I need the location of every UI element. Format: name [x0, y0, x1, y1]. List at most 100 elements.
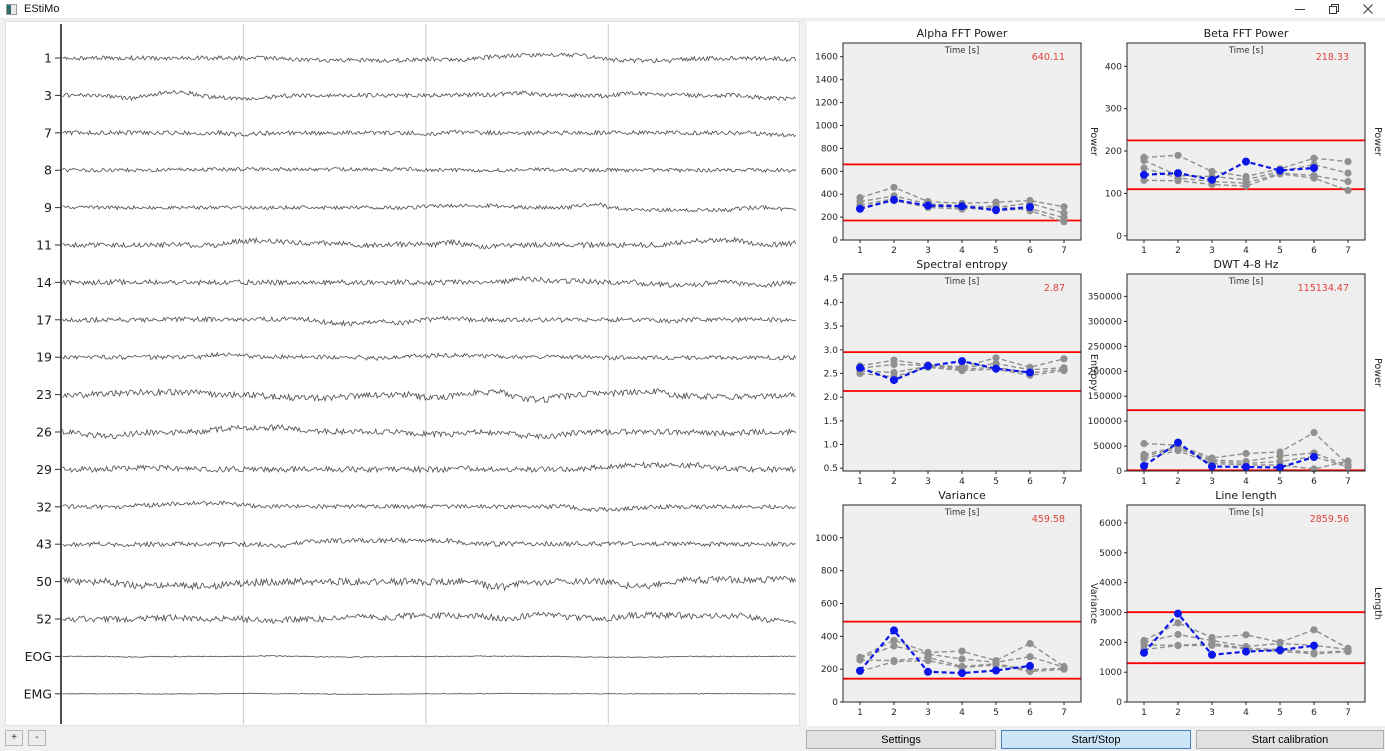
- data-point: [890, 195, 898, 204]
- y-tick-label: 150000: [1088, 392, 1123, 402]
- data-point: [1060, 355, 1068, 363]
- x-tick-label: 5: [993, 246, 999, 256]
- x-tick-label: 6: [1027, 246, 1033, 256]
- x-axis-label: Time [s]: [944, 508, 980, 518]
- x-tick-label: 3: [925, 708, 931, 718]
- data-point: [890, 636, 898, 644]
- minimize-icon[interactable]: [1283, 0, 1317, 18]
- data-point: [890, 360, 898, 368]
- data-point: [1060, 218, 1068, 226]
- start-calibration-button[interactable]: Start calibration: [1196, 730, 1384, 749]
- y-tick-label: 250000: [1088, 342, 1123, 352]
- eeg-panel: 1 3 7 8 9 11 14 17 19 23 26 29 32 43 50 52 EOG EMG: [5, 21, 800, 726]
- data-point: [1310, 429, 1318, 437]
- restore-icon[interactable]: [1317, 0, 1351, 18]
- chart-title: Spectral entropy: [916, 258, 1008, 271]
- x-tick-label: 5: [993, 708, 999, 718]
- y-tick-label: 4000: [1099, 579, 1122, 589]
- threshold-value-label: 640.11: [1032, 52, 1065, 63]
- eeg-scale-controls: + -: [5, 730, 46, 746]
- y-tick-label: 4.5: [824, 275, 838, 285]
- data-point: [1060, 203, 1068, 211]
- data-point: [1276, 646, 1284, 655]
- eeg-trace-50: [62, 575, 797, 592]
- x-tick-label: 2: [891, 708, 897, 718]
- x-tick-label: 5: [1277, 708, 1283, 718]
- feature-charts-panel: 0 200 400 600 800 1000 1200 1400 1600 1 2 3 4 5 6 7 Alph…: [807, 21, 1385, 726]
- data-point: [1208, 175, 1216, 184]
- channel-label: 43: [36, 537, 52, 552]
- data-point: [1276, 452, 1284, 460]
- data-point: [856, 363, 864, 372]
- eeg-trace-eog: [62, 655, 796, 659]
- data-point: [1174, 609, 1182, 618]
- x-tick-label: 1: [857, 708, 863, 718]
- x-tick-label: 3: [1209, 246, 1215, 256]
- x-tick-label: 4: [959, 708, 965, 718]
- chart-line-length: 0 1000 2000 3000 4000 5000 6000 1 2 3 4 5 6 7 Line len…: [1099, 489, 1383, 718]
- y-tick-label: 1200: [815, 99, 838, 109]
- y-tick-label: 200: [1105, 147, 1122, 157]
- x-axis-label: Time [s]: [1228, 508, 1264, 518]
- x-tick-label: 3: [925, 246, 931, 256]
- data-point: [1140, 454, 1148, 463]
- data-point: [890, 626, 898, 635]
- data-point: [856, 204, 864, 213]
- data-point: [1242, 647, 1250, 656]
- series-line-current: [1143, 611, 1315, 656]
- start-stop-button[interactable]: Start/Stop: [1001, 730, 1191, 749]
- y-tick-label: 3.0: [824, 346, 839, 356]
- x-tick-label: 6: [1311, 708, 1317, 718]
- scale-increase-button[interactable]: +: [5, 730, 23, 746]
- x-tick-label: 7: [1345, 708, 1351, 718]
- x-tick-label: 7: [1345, 477, 1351, 487]
- y-tick-label: 400: [821, 632, 838, 642]
- data-point: [1310, 154, 1318, 162]
- y-tick-label: 2000: [1099, 638, 1122, 648]
- x-tick-label: 2: [891, 246, 897, 256]
- data-point: [1026, 203, 1034, 211]
- y-tick-label: 200000: [1088, 367, 1123, 377]
- y-axis-label: Entropy: [1088, 354, 1099, 391]
- y-tick-label: 0.5: [824, 464, 838, 474]
- channel-label: EOG: [25, 649, 52, 664]
- x-tick-label: 2: [1175, 708, 1181, 718]
- y-tick-label: 0: [1116, 698, 1122, 708]
- y-tick-label: 800: [821, 144, 838, 154]
- threshold-value-label: 2859.56: [1310, 514, 1349, 525]
- window-controls: [1283, 0, 1385, 18]
- data-point: [1026, 640, 1034, 648]
- channel-label: 52: [36, 612, 52, 627]
- data-point: [958, 655, 966, 663]
- data-point: [1276, 639, 1284, 648]
- data-point: [992, 364, 1000, 373]
- scale-decrease-button[interactable]: -: [28, 730, 46, 746]
- data-point: [1242, 157, 1250, 166]
- y-tick-label: 0: [832, 698, 838, 708]
- data-point: [890, 376, 898, 385]
- data-point: [1140, 440, 1148, 448]
- data-point: [1140, 170, 1148, 179]
- y-tick-label: 1000: [815, 122, 838, 132]
- y-tick-label: 100000: [1088, 417, 1123, 427]
- data-point: [1174, 642, 1182, 650]
- x-tick-label: 1: [857, 246, 863, 256]
- data-point: [1026, 368, 1034, 377]
- data-point: [1310, 164, 1318, 172]
- settings-button[interactable]: Settings: [806, 730, 996, 749]
- y-tick-label: 350000: [1088, 292, 1123, 302]
- data-point: [958, 669, 966, 678]
- data-point: [958, 647, 966, 655]
- x-axis-label: Time [s]: [944, 46, 980, 56]
- y-tick-label: 0: [1116, 467, 1122, 477]
- data-point: [1140, 462, 1148, 470]
- y-axis-label: Variance: [1088, 583, 1099, 624]
- y-tick-label: 300000: [1088, 317, 1123, 327]
- data-point: [992, 206, 1000, 214]
- data-point: [1026, 653, 1034, 661]
- data-point: [856, 656, 864, 664]
- close-icon[interactable]: [1351, 0, 1385, 18]
- x-tick-label: 1: [1141, 708, 1147, 718]
- chart-variance: 0 200 400 600 800 1000 1 2 3 4 5 6 7 Variance Time [s]…: [815, 489, 1099, 718]
